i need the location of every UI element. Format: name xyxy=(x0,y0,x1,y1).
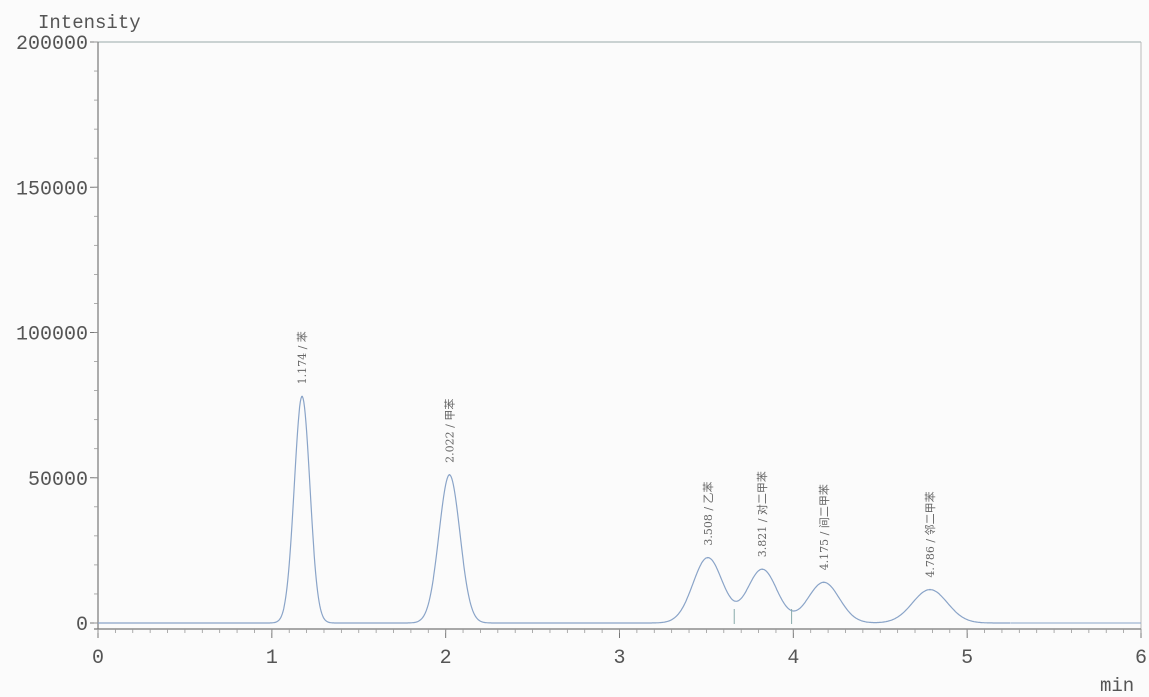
y-tick-label: 0 xyxy=(76,614,88,637)
y-tick-label: 100000 xyxy=(16,324,88,347)
peak-apex xyxy=(707,556,709,559)
peak-apex xyxy=(448,474,451,476)
peak-label: 1.174 / 苯 xyxy=(295,331,309,384)
x-tick-label: 1 xyxy=(266,647,278,670)
peak-apex xyxy=(929,588,931,591)
y-tick-label: 150000 xyxy=(16,178,88,201)
peak-labels: 1.174 / 苯 2.022 / 甲苯 3.508 / 乙苯 3.821 / 对二甲… xyxy=(295,331,937,577)
x-tick-label: 3 xyxy=(613,647,625,670)
x-tick-label: 0 xyxy=(92,647,104,670)
peak-apex xyxy=(761,568,764,571)
peak-label: 4.175 / 间二甲苯 xyxy=(817,484,831,570)
axes: 0 50000 100000 150000 200000 0 1 2 3 4 5 6 xyxy=(16,33,1147,670)
peak-apex xyxy=(822,581,825,584)
x-tick-label: 5 xyxy=(961,647,973,670)
chromatogram-trace xyxy=(98,396,1011,624)
trace-layer xyxy=(98,395,1141,624)
x-tick-label: 2 xyxy=(440,647,452,670)
peak-label: 2.022 / 甲苯 xyxy=(442,399,456,463)
peak-label: 4.786 / 邻二甲苯 xyxy=(923,491,937,577)
x-tick-label: 4 xyxy=(787,647,799,670)
y-tick-label: 50000 xyxy=(28,469,88,492)
peak-label: 3.508 / 乙苯 xyxy=(701,481,715,545)
y-axis-title: Intensity xyxy=(38,12,141,34)
peak-apex xyxy=(301,395,303,398)
peak-label: 3.821 / 对二甲苯 xyxy=(755,471,769,557)
x-tick-label: 6 xyxy=(1135,647,1147,670)
x-axis-title: min xyxy=(1100,675,1134,697)
y-tick-label: 200000 xyxy=(16,33,88,56)
plot-frame xyxy=(98,41,1142,629)
